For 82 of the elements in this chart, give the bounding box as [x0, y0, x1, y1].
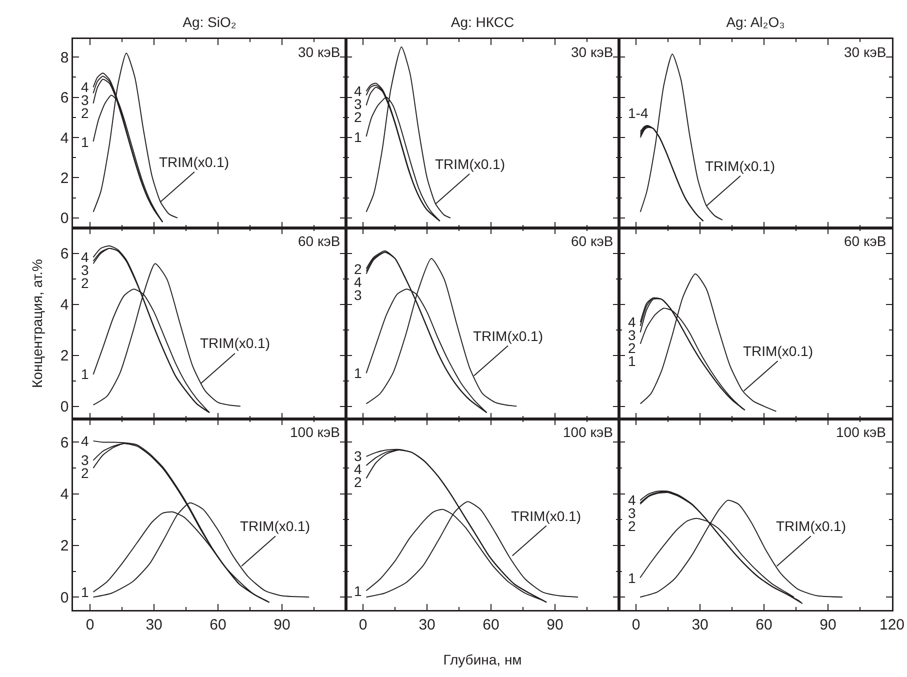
- x-tick-label: 90: [546, 616, 564, 634]
- x-tick-label: 0: [632, 616, 640, 634]
- annotation: 1-4: [628, 105, 648, 121]
- x-tick-label: 60: [756, 616, 772, 634]
- annotation: 100 кэВ: [836, 424, 886, 440]
- series-label: 3: [81, 452, 89, 468]
- x-axis-title: Глубина, нм: [443, 651, 522, 668]
- series-label: 2: [354, 474, 362, 490]
- series-label: 4: [628, 492, 636, 508]
- series-label: 1: [628, 353, 636, 369]
- y-tick-label: 2: [60, 170, 69, 187]
- series-label: 2: [81, 465, 89, 481]
- chart-title: Ag: Al₂O₃: [726, 14, 785, 30]
- legend-label: 4: [81, 249, 89, 265]
- series-label: 3: [628, 327, 636, 343]
- series-label: 1: [354, 365, 362, 381]
- annotation: TRIM(x0.1): [240, 518, 310, 534]
- annotation: TRIM(x0.1): [200, 335, 270, 351]
- series-label: 1: [81, 134, 89, 150]
- annotation: 60 кэВ: [571, 233, 614, 249]
- x-tick-label: 0: [358, 616, 368, 634]
- annotation: TRIM(x0.1): [159, 154, 229, 170]
- y-tick-label: 2: [60, 538, 69, 555]
- annotation: 30 кэВ: [298, 44, 340, 60]
- y-tick-label: 6: [60, 434, 69, 452]
- y-tick-label: 2: [60, 348, 69, 365]
- series-label: 1: [81, 366, 89, 382]
- y-tick-label: 6: [60, 246, 69, 263]
- series-label: 3: [628, 505, 636, 521]
- y-tick-label: 0: [60, 210, 69, 228]
- x-tick-label: 30: [418, 616, 436, 634]
- annotation: TRIM(x0.1): [743, 343, 813, 359]
- series-label: 3: [81, 92, 89, 108]
- series-label: 1: [628, 570, 636, 586]
- annotation: TRIM(x0.1): [705, 158, 775, 174]
- series-label: 2: [81, 105, 89, 121]
- x-tick-label: 60: [482, 616, 500, 634]
- series-label: 3: [354, 96, 362, 112]
- chart-title: Ag: SiO₂: [182, 14, 236, 30]
- series-label: 4: [354, 274, 362, 290]
- series-label: 2: [81, 275, 89, 291]
- y-tick-label: 4: [60, 296, 69, 314]
- y-tick-label: 4: [60, 130, 69, 147]
- annotation: 30 кэВ: [844, 44, 886, 60]
- series-label: 3: [81, 262, 89, 278]
- x-tick-label: 90: [820, 616, 836, 634]
- annotation: TRIM(x0.1): [511, 508, 581, 524]
- series-label: 4: [354, 83, 362, 99]
- series-label: 3: [354, 287, 362, 303]
- series-label: 2: [628, 518, 636, 534]
- x-tick-label: 30: [146, 616, 162, 634]
- annotation: 60 кэВ: [298, 233, 340, 249]
- series-label: 1: [354, 129, 362, 145]
- annotation: TRIM(x0.1): [473, 328, 543, 344]
- y-tick-label: 6: [60, 90, 69, 107]
- y-tick-label: 8: [60, 49, 69, 66]
- x-tick-label: 0: [86, 616, 94, 634]
- x-tick-label: 30: [692, 616, 708, 634]
- legend-label: 4: [81, 433, 89, 449]
- series-label: 3: [354, 448, 362, 464]
- series-label: 4: [354, 461, 362, 477]
- annotation: 60 кэВ: [844, 233, 886, 249]
- y-tick-label: 4: [60, 486, 69, 504]
- series-label: 2: [354, 261, 362, 277]
- annotation: TRIM(x0.1): [435, 156, 505, 172]
- y-tick-label: 0: [60, 398, 69, 416]
- chart-title: Ag: НКСС: [450, 14, 514, 30]
- x-tick-label: 60: [210, 616, 226, 634]
- series-label: 2: [354, 109, 362, 125]
- series-label: 4: [628, 314, 636, 330]
- y-tick-label: 0: [60, 589, 69, 606]
- series-label: 1: [81, 584, 89, 600]
- series-label: 1: [354, 583, 362, 599]
- annotation: TRIM(x0.1): [776, 518, 846, 534]
- x-tick-label: 120: [879, 616, 905, 634]
- series-label: 4: [81, 79, 89, 95]
- y-axis-title: Концентрация, ат.%: [29, 259, 46, 388]
- annotation: 100 кэВ: [563, 424, 614, 440]
- annotation: 30 кэВ: [571, 44, 614, 60]
- x-tick-label: 90: [274, 616, 290, 634]
- series-label: 2: [628, 340, 636, 356]
- annotation: 100 кэВ: [290, 424, 340, 440]
